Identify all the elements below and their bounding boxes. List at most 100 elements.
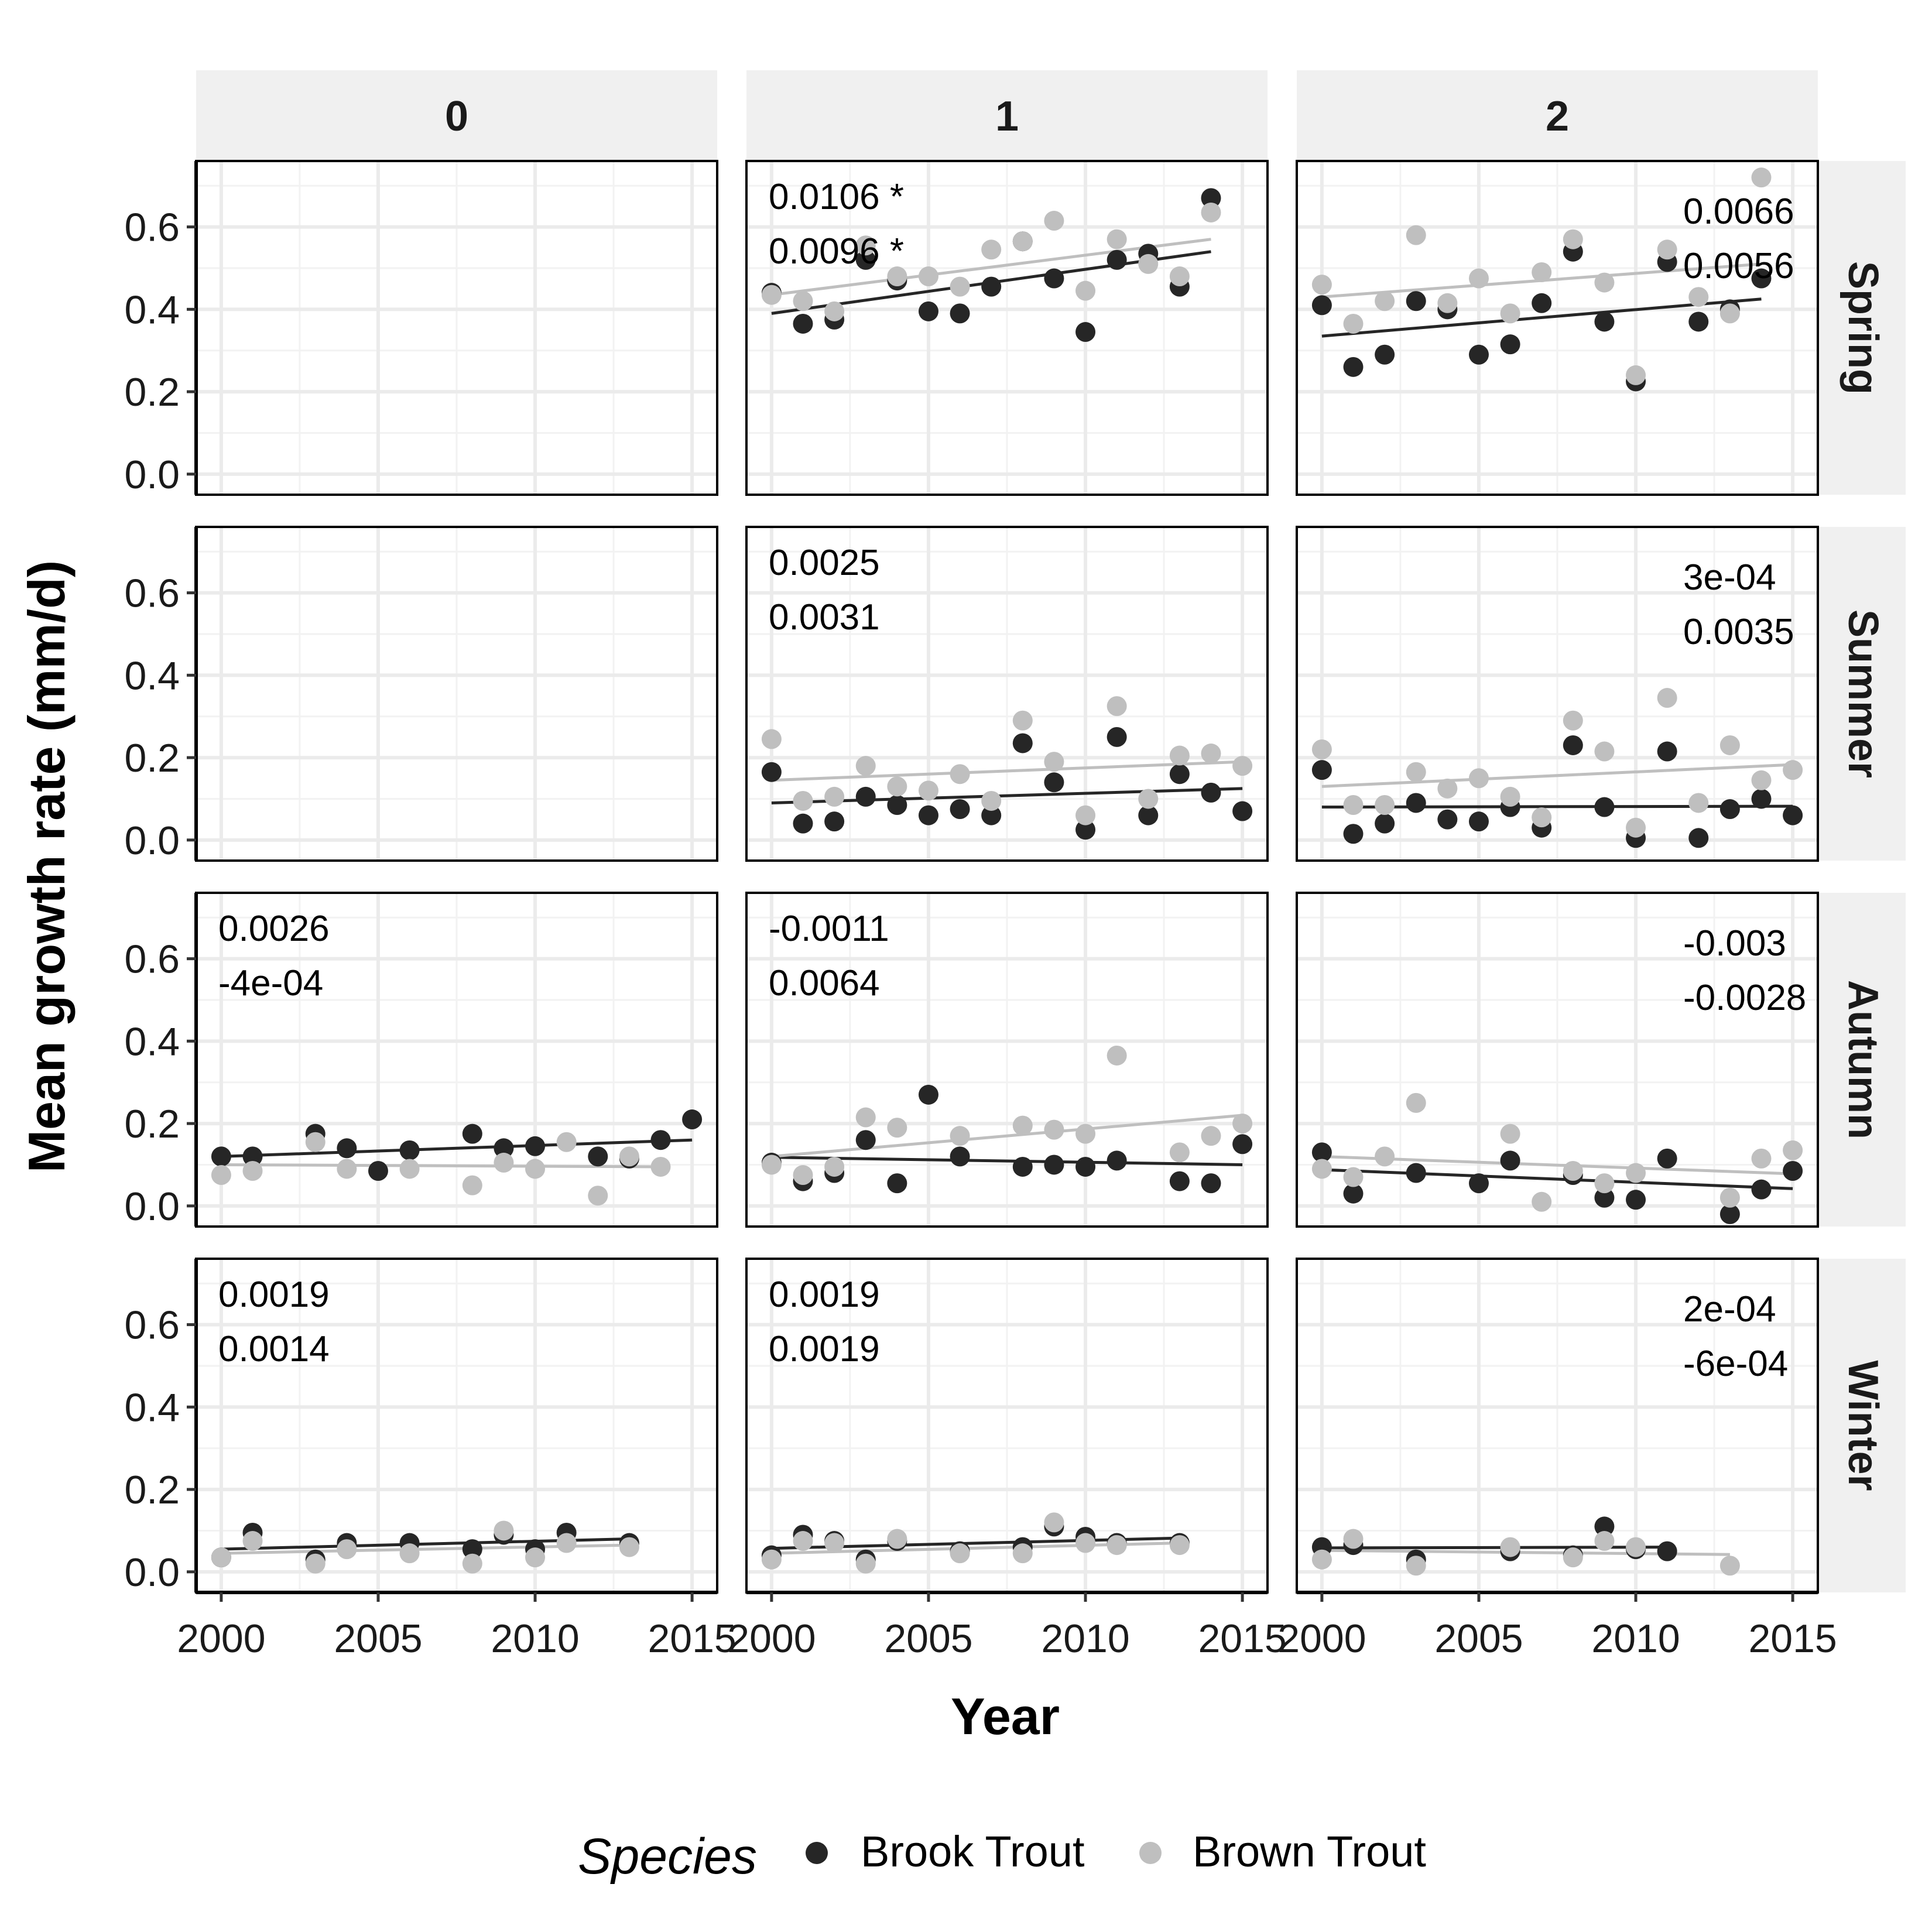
data-point-brown-trout [1406,1092,1426,1113]
data-point-brown-trout [1311,1549,1332,1570]
data-point-brown-trout [1012,1115,1033,1136]
data-point-brown-trout [1169,1535,1190,1556]
data-point-brown-trout [1044,1119,1064,1140]
data-point-brook-trout [1406,793,1426,813]
data-point-brown-trout [462,1553,482,1574]
trend-line-brown-trout [771,238,1211,297]
slope-label: -4e-04 [218,963,323,1003]
data-point-brown-trout [887,266,907,287]
data-point-brown-trout [1311,1159,1332,1179]
data-point-brown-trout [1688,287,1709,307]
slope-label: -0.0011 [769,909,889,949]
trend-line-brook-trout [771,787,1243,804]
panel-spring-2: 0.0066 0.0056 [1296,160,1819,496]
data-point-brown-trout [1107,696,1127,717]
data-point-brown-trout [1783,760,1803,780]
data-point-brown-trout [1075,280,1096,301]
trend-line-brook-trout [1321,804,1793,809]
data-point-brown-trout [855,1553,876,1574]
data-point-brown-trout [1500,786,1520,807]
data-point-brook-trout [1406,291,1426,311]
data-point-brown-trout [1594,741,1615,762]
panel-spring-0: 0.0 0.2 0.4 0.6 [124,160,718,497]
panel-autumn-0: 0.0026 -4e-04 0.0 0.2 0.4 0.6 [124,892,718,1229]
data-point-brown-trout [950,1543,970,1564]
data-point-brown-trout [1751,1148,1772,1169]
y-tick-label: 0.2 [124,370,180,415]
data-point-brown-trout [1201,744,1221,764]
data-point-brown-trout [1406,225,1426,245]
data-point-brown-trout [793,1165,813,1186]
slope-label: 0.0025 [769,543,880,583]
slope-label: 0.0096 * [769,231,904,272]
column-strip-label-2: 2 [1546,93,1569,140]
data-point-brook-trout [981,276,1002,297]
row-strip-label-spring: Spring [1839,261,1886,395]
data-point-brook-trout [855,1130,876,1150]
data-point-brown-trout [556,1132,577,1152]
legend-marker-brook-trout [806,1842,828,1864]
y-tick-label: 0.2 [124,1468,180,1512]
y-tick-label: 0.0 [124,453,180,497]
data-point-brown-trout [1500,303,1520,324]
x-tick-label: 2000 [727,1616,816,1661]
slope-label: 0.0035 [1683,612,1794,652]
panel-winter-1: 0.0019 0.0019 2000 2005 2010 2015 [727,1258,1287,1661]
data-point-brown-trout [950,276,970,297]
data-point-brook-trout [1201,188,1221,208]
data-point-brook-trout [824,811,845,832]
y-tick-label: 0.2 [124,1102,180,1146]
legend-label-brown-trout: Brown Trout [1193,1827,1426,1876]
trend-line-brown-trout [1321,763,1793,788]
data-point-brown-trout [1719,1187,1740,1208]
trend-line-brown-trout [771,760,1243,782]
row-strip-label-summer: Summer [1839,609,1886,778]
data-point-brown-trout [1563,1547,1583,1568]
data-point-brook-trout [1437,809,1458,830]
data-point-brook-trout [1657,741,1677,762]
data-point-brook-trout [1375,344,1395,365]
y-tick-label: 0.0 [124,1550,180,1595]
data-point-brown-trout [1751,167,1772,188]
data-point-brown-trout [211,1165,231,1186]
slope-label: 0.0019 [218,1275,330,1315]
panel-summer-2: 3e-04 0.0035 [1296,526,1819,862]
slope-label: 0.0019 [769,1275,880,1315]
legend: Species Brook Trout Brown Trout [578,1827,1426,1885]
y-tick-label: 0.6 [124,571,180,616]
row-strip-label-autumn: Autumn [1839,980,1886,1139]
trend-line-brook-trout [1321,1546,1667,1550]
data-point-brook-trout [1532,293,1552,313]
data-point-brown-trout [1012,710,1033,731]
x-tick-label: 2000 [1277,1616,1366,1661]
data-point-brook-trout [1594,797,1615,817]
data-point-brown-trout [556,1533,577,1553]
y-tick-label: 0.4 [124,287,180,332]
data-point-brook-trout [887,1173,907,1194]
data-point-brown-trout [525,1159,546,1179]
data-point-brown-trout [1343,1529,1364,1549]
x-tick-label: 2005 [334,1616,422,1661]
data-point-brown-trout [1468,768,1489,789]
data-point-brown-trout [242,1531,263,1551]
data-point-brown-trout [918,780,938,801]
slope-label: -0.003 [1683,923,1786,964]
data-point-brown-trout [950,1126,970,1146]
data-point-brown-trout [619,1146,639,1167]
slope-label: -6e-04 [1683,1344,1788,1384]
data-point-brook-trout [761,762,782,782]
panel-spring-1: 0.0106 * 0.0096 * [745,160,1269,496]
data-point-brook-trout [950,799,970,820]
data-point-brown-trout [1311,739,1332,759]
y-tick-label: 0.6 [124,205,180,250]
data-point-brown-trout [1375,291,1395,311]
data-point-brown-trout [1594,1531,1615,1551]
data-point-brown-trout [1532,1191,1552,1212]
data-point-brown-trout [619,1537,639,1557]
x-tick-label: 2005 [1434,1616,1523,1661]
data-point-brown-trout [1375,1146,1395,1167]
data-point-brook-trout [1044,268,1064,289]
data-point-brown-trout [1563,710,1583,731]
data-point-brook-trout [1201,782,1221,803]
